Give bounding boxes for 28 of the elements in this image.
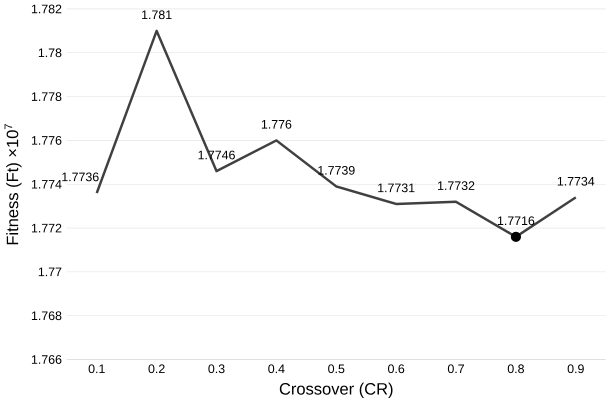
x-tick-label: 0.6 [388, 364, 404, 374]
y-tick-label: 1.766 [32, 355, 62, 364]
y-tick-label: 1.78 [38, 48, 62, 58]
y-tick-label: 1.774 [32, 180, 62, 189]
data-label: 1.7739 [318, 166, 355, 175]
x-tick-label: 0.2 [148, 364, 165, 374]
data-label: 1.7734 [558, 177, 594, 186]
y-tick-label: 1.772 [32, 224, 62, 233]
x-tick-label: 0.4 [268, 364, 285, 374]
y-tick-label: 1.77 [38, 268, 62, 276]
y-tick-label: 1.776 [32, 136, 62, 146]
x-tick-label: 0.8 [508, 364, 524, 374]
data-label: 1.7716 [498, 216, 534, 226]
data-label: 1.781 [142, 10, 172, 20]
data-label: 1.7731 [378, 184, 414, 192]
y-axis-title: Fitness (Ft) ×10$^{7}$ [4, 124, 22, 244]
data-label: 1.7732 [438, 182, 474, 190]
x-axis-title: Crossover (CR) [280, 382, 392, 398]
x-tick-label: 0.3 [208, 364, 225, 374]
x-tick-label: 0.9 [568, 364, 584, 374]
x-tick-label: 0.1 [88, 364, 105, 374]
data-label: 1.776 [262, 120, 292, 129]
y-tick-label: 1.778 [32, 92, 62, 102]
y-tick-label: 1.768 [32, 312, 62, 320]
data-label: 1.7736 [62, 172, 99, 182]
x-tick-label: 0.7 [448, 364, 464, 374]
y-tick-label: 1.782 [32, 4, 62, 14]
x-tick-label: 0.5 [328, 364, 344, 374]
